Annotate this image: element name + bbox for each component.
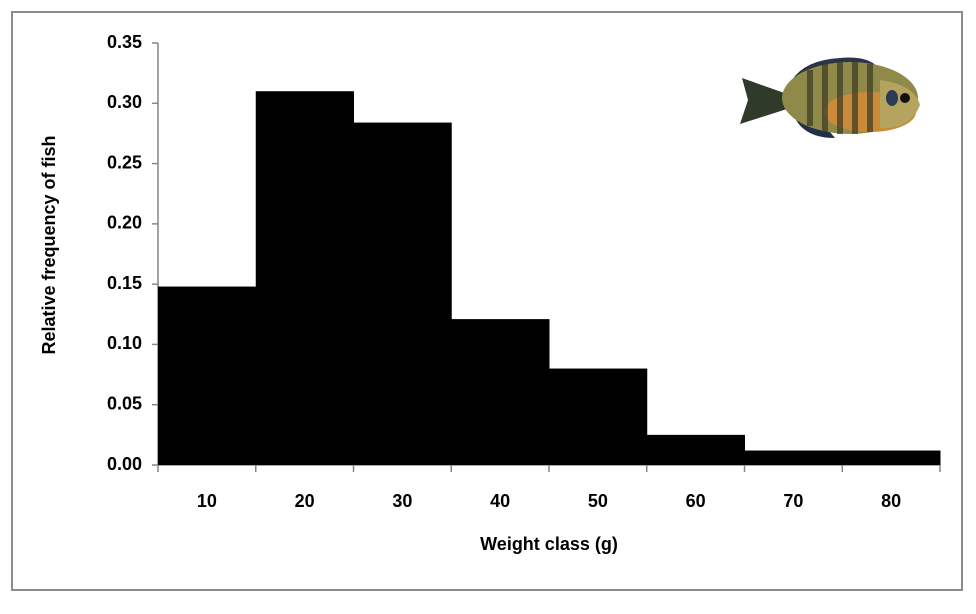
- bar: [255, 91, 354, 465]
- x-tick-label: 10: [197, 491, 217, 511]
- bar: [744, 450, 843, 465]
- fish-illustration: [740, 57, 920, 138]
- x-tick-label: 40: [490, 491, 510, 511]
- x-tick-label: 60: [686, 491, 706, 511]
- x-tick-label: 80: [881, 491, 901, 511]
- x-tick-label: 50: [588, 491, 608, 511]
- x-tick-label: 30: [392, 491, 412, 511]
- y-axis-title: Relative frequency of fish: [39, 135, 59, 354]
- y-tick-label: 0.25: [107, 152, 142, 172]
- y-tick-label: 0.35: [107, 32, 142, 52]
- y-tick-label: 0.00: [107, 454, 142, 474]
- y-tick-label: 0.10: [107, 333, 142, 353]
- x-axis-title: Weight class (g): [480, 534, 618, 554]
- bar: [549, 368, 648, 465]
- x-tick-label: 20: [295, 491, 315, 511]
- x-tick-label: 70: [783, 491, 803, 511]
- bar: [158, 286, 257, 465]
- y-tick-label: 0.20: [107, 213, 142, 233]
- y-tick-label: 0.05: [107, 393, 142, 413]
- bar: [842, 450, 941, 465]
- bar: [451, 319, 550, 465]
- bar: [353, 122, 452, 465]
- y-tick-label: 0.30: [107, 92, 142, 112]
- bar: [646, 434, 745, 465]
- y-tick-label: 0.15: [107, 273, 142, 293]
